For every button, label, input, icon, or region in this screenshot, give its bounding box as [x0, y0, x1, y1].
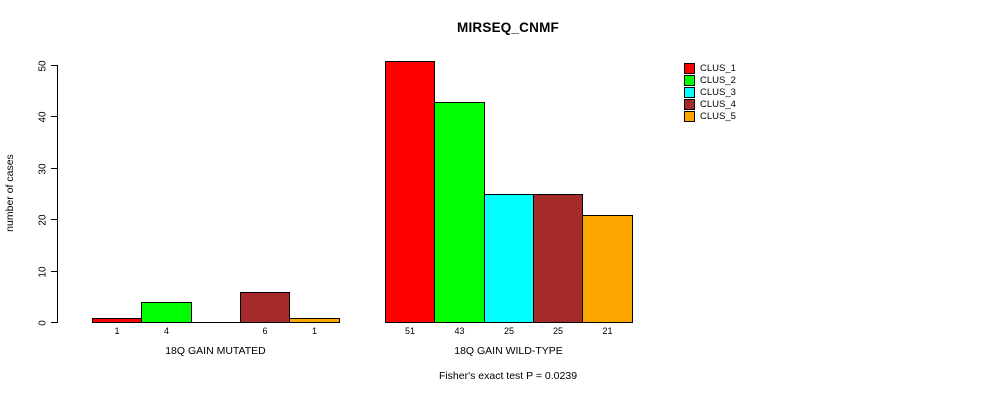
- bar-value-label: 25: [552, 326, 563, 336]
- bar-clus_1-group2: [385, 61, 435, 323]
- y-axis-tick-label: 10: [37, 265, 49, 278]
- y-axis-tick-label: 20: [37, 213, 49, 226]
- bar-value-label: 1: [114, 326, 120, 336]
- bar-value-label: 1: [311, 326, 317, 336]
- y-axis-tick-label: 40: [37, 110, 49, 123]
- y-axis-tick-label: 30: [37, 162, 49, 175]
- bar-clus_4-group1: [240, 292, 290, 323]
- bar-clus_5-group2: [582, 215, 633, 323]
- bar-value-label: 4: [163, 326, 169, 336]
- bar-clus_1-group1: [92, 318, 142, 323]
- bar-clus_3-group2: [484, 194, 534, 323]
- chart-title: MIRSEQ_CNMF: [457, 20, 559, 35]
- y-axis-tick: [51, 271, 57, 272]
- y-axis-tick: [51, 322, 57, 323]
- bar-value-label: 21: [602, 326, 613, 336]
- bar-value-label: 25: [503, 326, 514, 336]
- bar-value-label: 51: [404, 326, 415, 336]
- bar-clus_3-group1-zero: [191, 322, 241, 323]
- y-axis-tick-label: 50: [37, 59, 49, 72]
- y-axis-tick: [51, 65, 57, 66]
- y-axis-tick-label: 0: [37, 319, 49, 326]
- y-axis-tick: [51, 168, 57, 169]
- bar-value-label: 6: [262, 326, 268, 336]
- bar-clus_2-group1: [141, 302, 192, 323]
- bar-clus_4-group2: [533, 194, 583, 323]
- bar-value-label: 43: [454, 326, 465, 336]
- bar-clus_5-group1: [289, 318, 340, 323]
- bar-clus_2-group2: [434, 102, 485, 323]
- group-label: 18Q GAIN MUTATED: [165, 345, 266, 357]
- group-label: 18Q GAIN WILD-TYPE: [454, 345, 563, 357]
- footer-note: Fisher's exact test P = 0.0239: [438, 370, 578, 382]
- y-axis-tick: [51, 116, 57, 117]
- y-axis-line: [57, 65, 58, 323]
- y-axis-tick: [51, 219, 57, 220]
